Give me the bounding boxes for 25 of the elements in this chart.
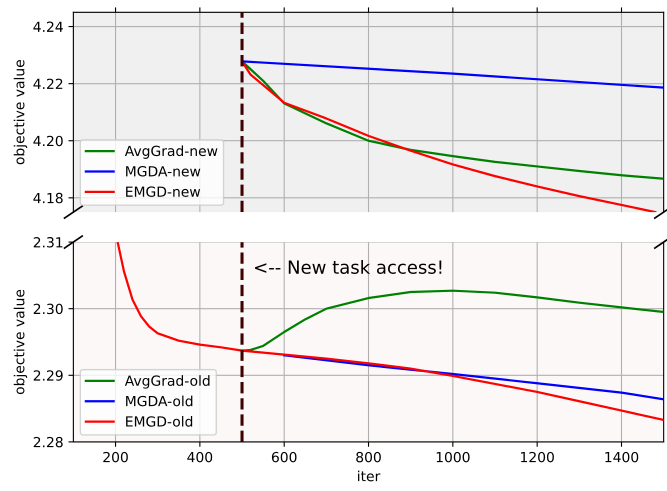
legend-label: EMGD-old bbox=[126, 416, 192, 427]
y-tick-label: 2.30 bbox=[34, 304, 63, 314]
legend-label: EMGD-new bbox=[126, 186, 200, 197]
y-tick-label: 2.29 bbox=[34, 370, 63, 381]
y-tick-label: 4.18 bbox=[33, 192, 63, 204]
y-tick-label: 2.28 bbox=[34, 436, 63, 448]
y-tick-label: 4.22 bbox=[33, 78, 62, 89]
y-tick-label: 2.31 bbox=[34, 237, 62, 248]
x-tick-label: 800 bbox=[356, 452, 381, 462]
x-tick-label: 400 bbox=[187, 452, 212, 462]
x-tick-label: 1400 bbox=[605, 452, 638, 462]
x-tick-label: 1200 bbox=[521, 452, 554, 462]
y-axis-title: objective value bbox=[14, 290, 28, 394]
legend-label: AvgGrad-old bbox=[124, 375, 210, 389]
annotation: <-- New task access! bbox=[255, 260, 442, 274]
legend-label: MGDA-new bbox=[126, 166, 200, 177]
legend-label: AvgGrad-new bbox=[124, 145, 218, 159]
x-tick-label: 200 bbox=[103, 452, 128, 462]
x-tick-label: 600 bbox=[272, 452, 297, 462]
x-axis-title: iter bbox=[358, 470, 380, 482]
y-tick-label: 4.20 bbox=[33, 136, 63, 146]
x-tick-label: 1000 bbox=[436, 452, 470, 462]
y-axis-title: objective value bbox=[14, 60, 28, 164]
y-tick-label: 4.24 bbox=[33, 22, 63, 32]
legend-label: MGDA-old bbox=[126, 396, 192, 406]
